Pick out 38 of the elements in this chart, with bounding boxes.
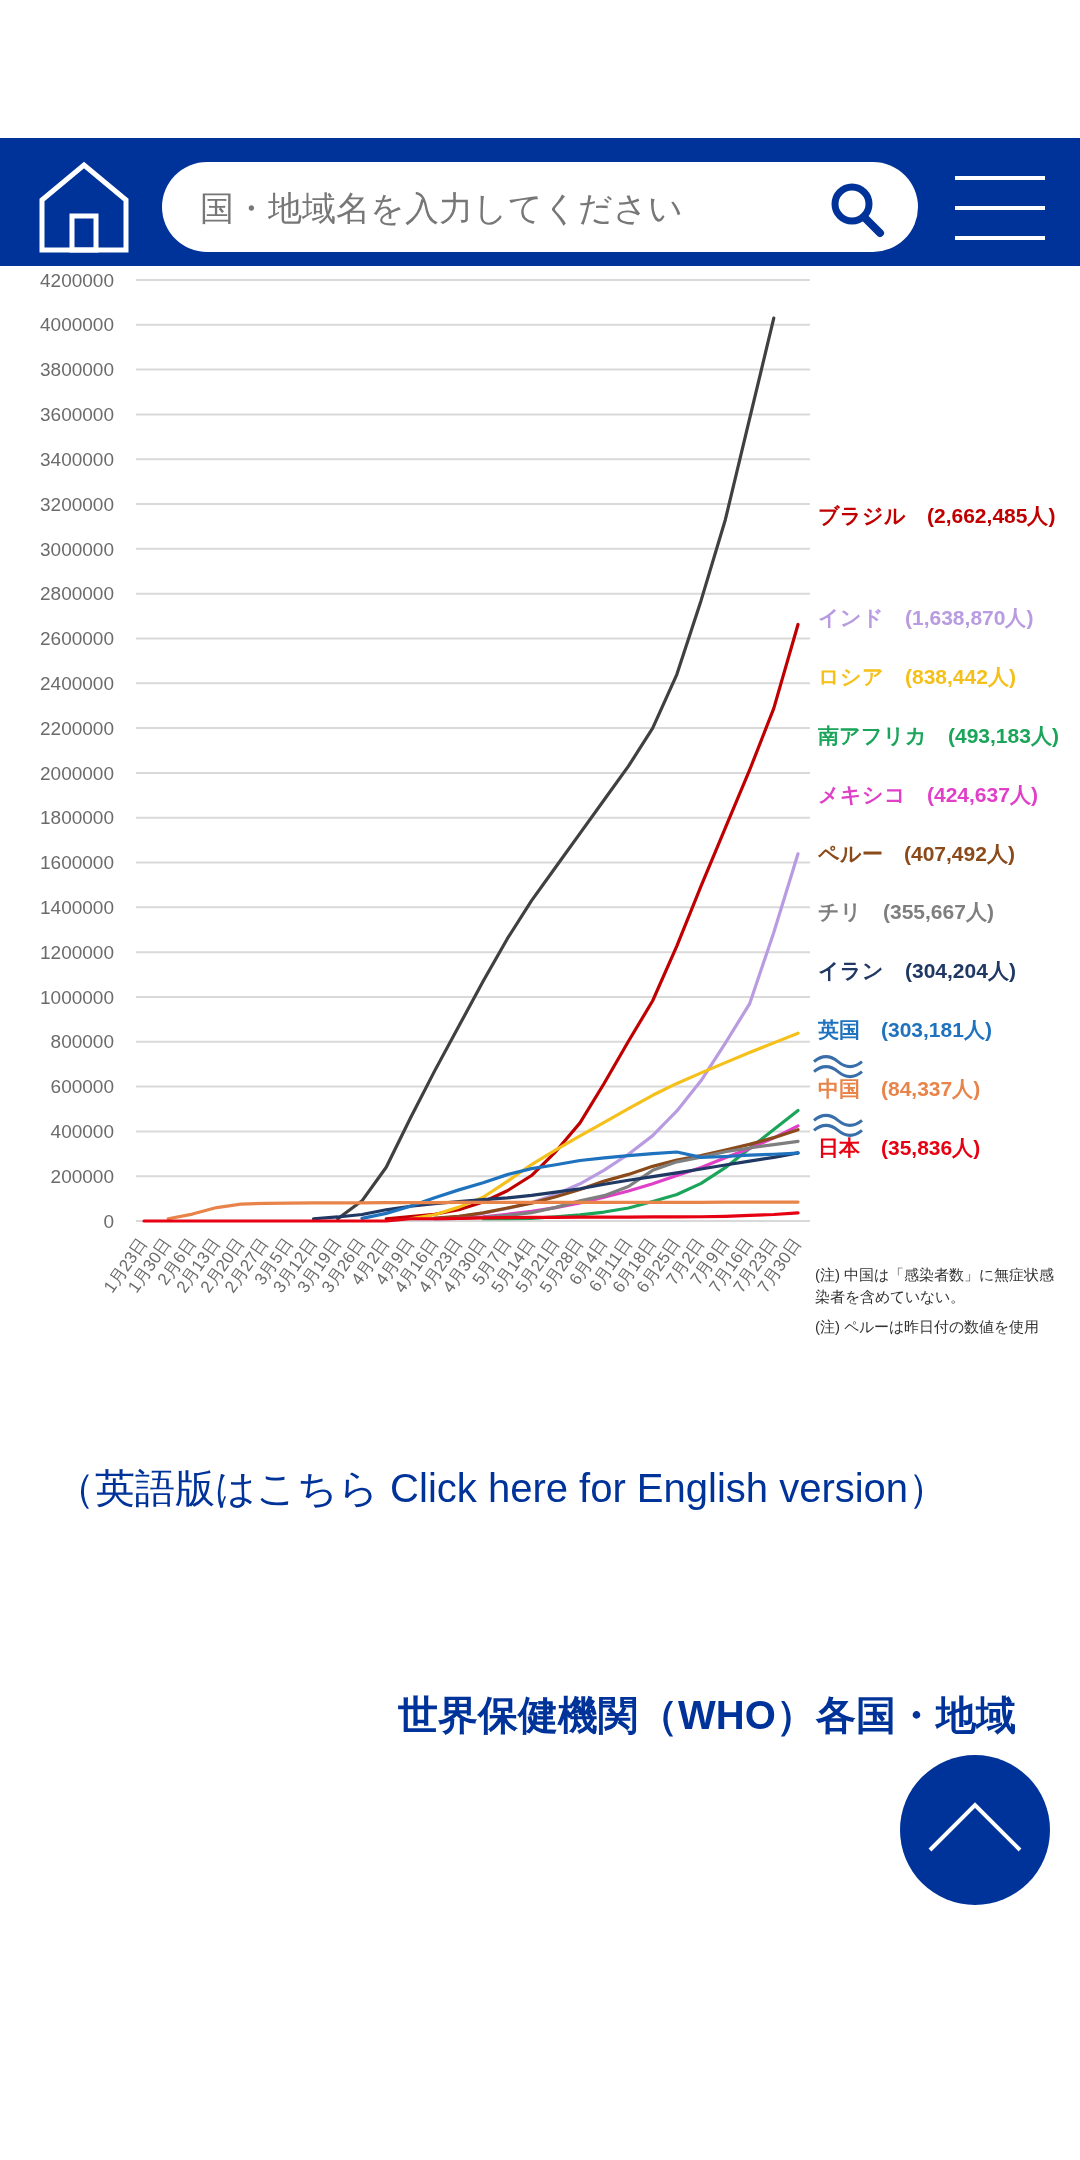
text: 世界保健機関（WHO）各国・地域: [397, 1693, 1016, 1737]
text: 南アフリカ (493,183人): [817, 723, 1059, 747]
text: ペルー (407,492人): [817, 841, 1015, 865]
y-tick-label: 1800000: [40, 807, 114, 829]
y-tick-label: 2200000: [40, 717, 114, 739]
text: (注) ペルーは昨日付の数値を使用: [815, 1318, 1040, 1335]
text: 英国 (303,181人): [817, 1017, 992, 1041]
y-tick-label: 4200000: [40, 269, 114, 291]
y-tick-label: 2800000: [40, 583, 114, 605]
text: インド (1,638,870人): [818, 606, 1034, 630]
y-tick-label: 0: [103, 1210, 114, 1232]
y-tick-label: 1600000: [40, 852, 114, 874]
text: ロシア (838,442人): [818, 665, 1016, 689]
y-tick-label: 200000: [50, 1165, 114, 1187]
y-tick-label: 3400000: [40, 448, 114, 470]
text: 中国 (84,337人): [818, 1076, 981, 1100]
text: ブラジル (2,662,485人): [818, 504, 1056, 528]
y-tick-label: 3000000: [40, 538, 114, 560]
text: (注) 中国は「感染者数」に無症状感染者を含めていない。: [815, 1266, 1055, 1305]
y-tick-label: 4000000: [40, 314, 114, 336]
y-tick-label: 1400000: [40, 896, 114, 918]
text: メキシコ (424,637人): [818, 782, 1038, 806]
y-tick-label: 1000000: [40, 986, 114, 1008]
y-tick-label: 400000: [50, 1121, 114, 1143]
y-tick-label: 3800000: [40, 359, 114, 381]
text: イラン (304,204人): [818, 959, 1016, 983]
text: 日本 (35,836人): [818, 1135, 981, 1159]
y-tick-label: 2600000: [40, 628, 114, 650]
y-tick-label: 2400000: [40, 672, 114, 694]
text: 国・地域名を入力してください: [200, 188, 683, 227]
y-tick-label: 800000: [50, 1031, 114, 1053]
y-tick-label: 600000: [50, 1076, 114, 1098]
y-tick-label: 1200000: [40, 941, 114, 963]
y-tick-label: 3200000: [40, 493, 114, 515]
y-tick-label: 2000000: [40, 762, 114, 784]
text: チリ (355,667人): [818, 900, 994, 924]
text: （英語版はこちら Click here for English version）: [55, 1466, 949, 1510]
y-tick-label: 3600000: [40, 404, 114, 426]
